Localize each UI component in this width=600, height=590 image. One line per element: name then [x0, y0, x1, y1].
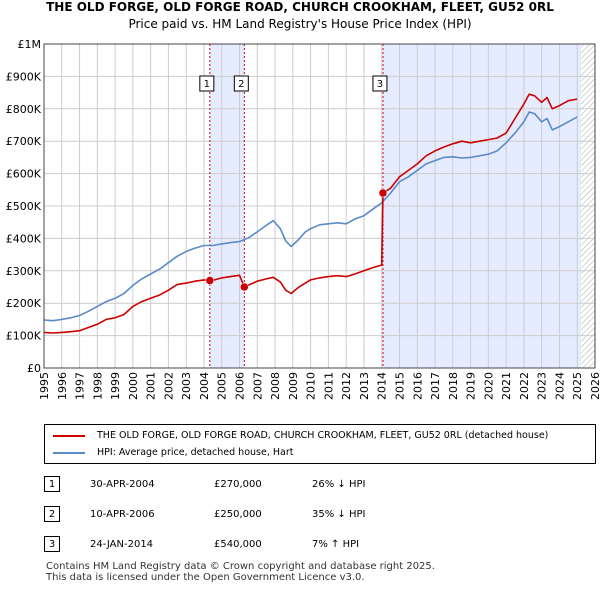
x-tick-label: 2016	[411, 372, 424, 400]
legend: THE OLD FORGE, OLD FORGE ROAD, CHURCH CR…	[44, 424, 596, 464]
transaction-price: £270,000	[214, 479, 262, 490]
y-tick-label: £200K	[6, 297, 42, 310]
transaction-badge: 2	[44, 506, 60, 522]
x-tick-label: 2019	[465, 372, 478, 400]
x-tick-label: 2022	[518, 372, 531, 400]
x-tick-label: 2014	[376, 372, 389, 400]
x-tick-label: 2017	[429, 372, 442, 400]
transaction-price: £250,000	[214, 509, 262, 520]
x-tick-label: 2003	[180, 372, 193, 400]
legend-swatch-hpi	[53, 451, 85, 454]
y-tick-label: £900K	[6, 70, 42, 83]
x-tick-label: 1996	[56, 372, 69, 400]
event-label-box	[199, 75, 215, 92]
footer-copyright: Contains HM Land Registry data © Crown c…	[46, 561, 435, 572]
x-tick-label: 2000	[127, 372, 140, 400]
legend-item-hpi: HPI: Average price, detached house, Hart	[53, 445, 293, 461]
y-tick-label: £300K	[6, 265, 42, 278]
event-label-box	[233, 75, 249, 92]
event-label: 3	[377, 79, 383, 90]
x-tick-label: 2009	[287, 372, 300, 400]
transaction-date: 30-APR-2004	[90, 479, 155, 490]
x-tick-label: 2021	[500, 372, 513, 400]
x-tick-label: 2008	[269, 372, 282, 400]
transaction-badge: 1	[44, 476, 60, 492]
transaction-badge: 3	[44, 536, 60, 552]
y-tick-label: £700K	[6, 135, 42, 148]
sale-marker	[205, 276, 215, 285]
x-tick-label: 2012	[340, 372, 353, 400]
y-tick-label: £800K	[6, 103, 42, 116]
x-tick-label: 1999	[109, 372, 122, 400]
x-tick-label: 2025	[571, 372, 584, 400]
transaction-row: 2 10-APR-2006 £250,000 35% ↓ HPI	[44, 506, 584, 524]
x-tick-label: 2004	[198, 372, 211, 400]
transaction-hpi-diff: 26% ↓ HPI	[312, 479, 366, 490]
x-tick-label: 2023	[536, 372, 549, 400]
x-tick-label: 2024	[553, 372, 566, 400]
transaction-row: 1 30-APR-2004 £270,000 26% ↓ HPI	[44, 476, 584, 494]
transaction-row: 3 24-JAN-2014 £540,000 7% ↑ HPI	[44, 536, 584, 554]
transaction-price: £540,000	[214, 539, 262, 550]
transaction-hpi-diff: 35% ↓ HPI	[312, 509, 366, 520]
x-tick-label: 2002	[162, 372, 175, 400]
event-label: 1	[204, 79, 210, 90]
transaction-date: 10-APR-2006	[90, 509, 155, 520]
series-line	[43, 111, 578, 322]
x-tick-label: 2013	[358, 372, 371, 400]
y-tick-label: £500K	[6, 200, 42, 213]
x-tick-label: 2011	[322, 372, 335, 400]
footer-license: This data is licensed under the Open Gov…	[46, 572, 365, 583]
x-tick-label: 2005	[216, 372, 229, 400]
chart-title: THE OLD FORGE, OLD FORGE ROAD, CHURCH CR…	[46, 0, 554, 14]
y-tick-label: £400K	[6, 232, 42, 245]
event-label-box	[372, 75, 388, 92]
x-tick-label: 2006	[234, 372, 247, 400]
event-label: 2	[238, 79, 244, 90]
x-tick-label: 2015	[393, 372, 406, 400]
legend-swatch-price	[53, 434, 85, 437]
plot-frame	[43, 43, 596, 369]
x-tick-label: 1997	[74, 372, 87, 400]
x-tick-label: 1995	[38, 372, 51, 400]
legend-item-price: THE OLD FORGE, OLD FORGE ROAD, CHURCH CR…	[53, 428, 548, 444]
x-tick-label: 2020	[482, 372, 495, 400]
transaction-date: 24-JAN-2014	[90, 539, 154, 550]
price-chart: 1 2 3 £0 £100K £200K £300K £400K £500K £600K £700K…	[6, 38, 600, 400]
x-tick-label: 1998	[91, 372, 104, 400]
transaction-hpi-diff: 7% ↑ HPI	[312, 539, 360, 550]
y-tick-label: £1M	[18, 38, 42, 51]
sale-marker	[378, 188, 388, 198]
y-tick-label: £0	[27, 362, 41, 375]
x-tick-label: 2001	[145, 372, 158, 400]
legend-label-price: THE OLD FORGE, OLD FORGE ROAD, CHURCH CR…	[97, 430, 549, 441]
chart-subtitle: Price paid vs. HM Land Registry's House …	[128, 17, 472, 31]
y-tick-label: £100K	[6, 330, 42, 343]
x-tick-label: 2018	[447, 372, 460, 400]
x-tick-label: 2010	[305, 372, 318, 400]
series-line	[43, 93, 578, 334]
legend-label-hpi: HPI: Average price, detached house, Hart	[97, 447, 294, 458]
x-tick-label: 2026	[589, 372, 600, 400]
sale-marker	[240, 282, 249, 292]
y-tick-label: £600K	[6, 168, 42, 181]
x-tick-label: 2007	[251, 372, 264, 400]
